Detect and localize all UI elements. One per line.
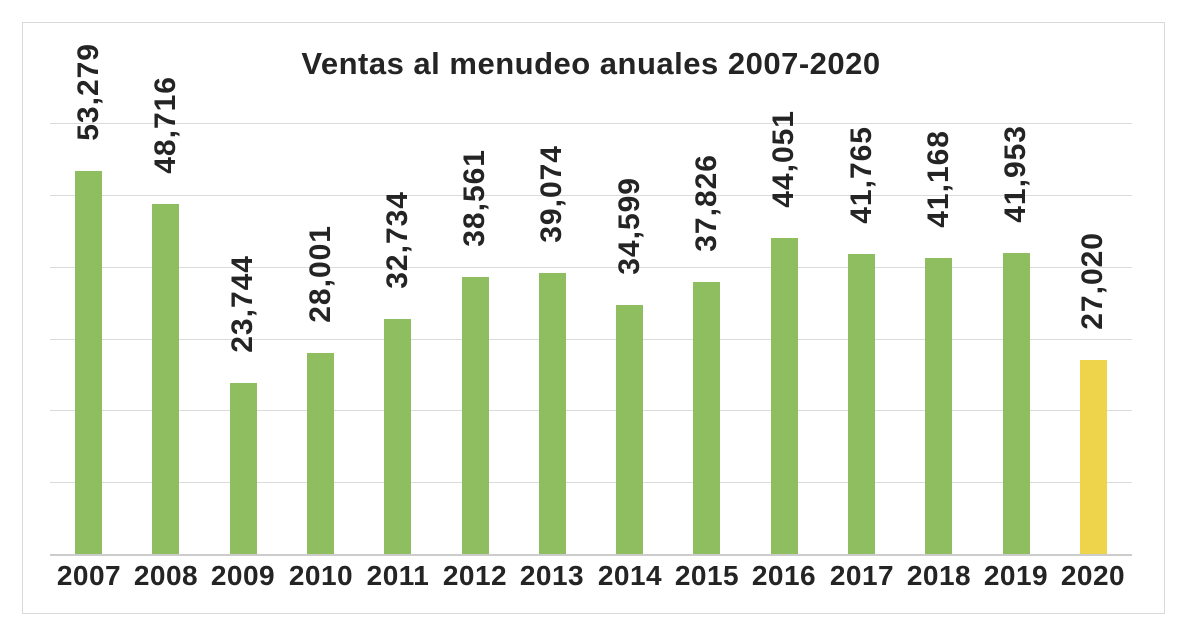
bar-2018	[925, 258, 952, 554]
bar-2009	[230, 383, 257, 554]
value-label-2017: 41,765	[845, 126, 878, 224]
value-label-2018: 41,168	[922, 130, 955, 228]
x-tick-2007: 2007	[56, 560, 122, 591]
value-label-2016: 44,051	[767, 110, 800, 208]
x-tick-2018: 2018	[906, 560, 972, 591]
gridline-10000	[50, 482, 1132, 483]
value-label-2007: 53,279	[72, 43, 105, 141]
x-tick-2013: 2013	[519, 560, 585, 591]
x-tick-2014: 2014	[597, 560, 663, 591]
value-label-2013: 39,074	[535, 145, 568, 243]
bar-2016	[771, 238, 798, 554]
x-axis-line	[50, 554, 1132, 556]
x-tick-2010: 2010	[288, 560, 354, 591]
bar-2015	[693, 282, 720, 554]
x-tick-2019: 2019	[983, 560, 1049, 591]
gridline-60000	[50, 123, 1132, 124]
bar-2010	[307, 353, 334, 554]
bar-2014	[616, 305, 643, 554]
chart-frame	[22, 22, 1165, 614]
x-tick-2017: 2017	[829, 560, 895, 591]
x-tick-2016: 2016	[751, 560, 817, 591]
value-label-2011: 32,734	[381, 191, 414, 289]
gridline-50000	[50, 195, 1132, 196]
gridline-20000	[50, 410, 1132, 411]
value-label-2014: 34,599	[613, 177, 646, 275]
value-label-2008: 48,716	[149, 76, 182, 174]
value-label-2015: 37,826	[690, 154, 723, 252]
x-tick-2015: 2015	[674, 560, 740, 591]
bar-2011	[384, 319, 411, 554]
bar-2013	[539, 273, 566, 554]
x-tick-2008: 2008	[133, 560, 199, 591]
x-tick-2011: 2011	[366, 560, 430, 591]
x-tick-2009: 2009	[210, 560, 276, 591]
value-label-2020: 27,020	[1076, 232, 1109, 330]
x-tick-2020: 2020	[1060, 560, 1126, 591]
value-label-2012: 38,561	[458, 149, 491, 247]
bar-2020	[1080, 360, 1107, 554]
bar-2007	[75, 171, 102, 554]
gridline-40000	[50, 267, 1132, 268]
chart-title: Ventas al menudeo anuales 2007-2020	[301, 46, 881, 81]
value-label-2019: 41,953	[999, 125, 1032, 223]
gridline-30000	[50, 339, 1132, 340]
bar-2008	[152, 204, 179, 554]
bar-2019	[1003, 253, 1030, 554]
bar-2017	[848, 254, 875, 554]
x-tick-2012: 2012	[442, 560, 508, 591]
value-label-2009: 23,744	[226, 255, 259, 353]
bar-2012	[462, 277, 489, 554]
value-label-2010: 28,001	[304, 225, 337, 323]
